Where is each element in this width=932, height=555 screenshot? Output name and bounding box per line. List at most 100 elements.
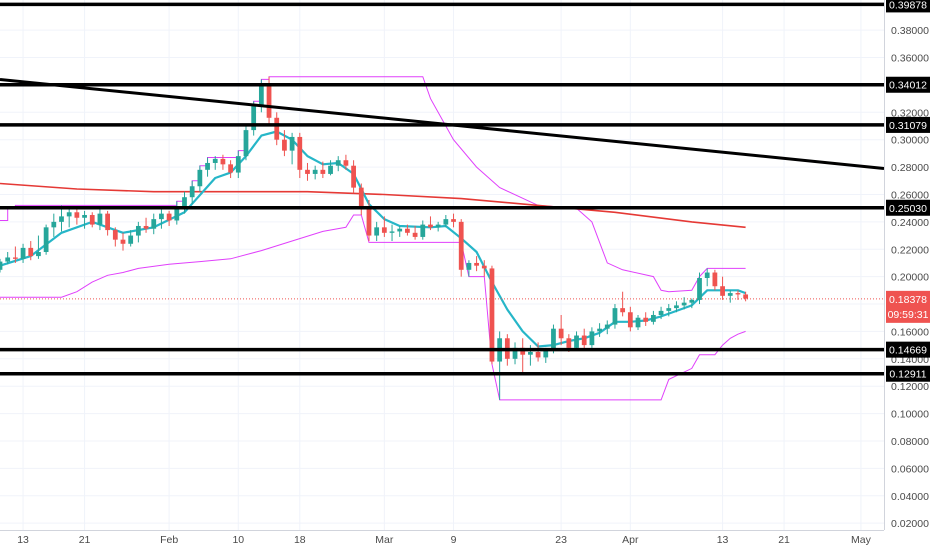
candle[interactable]	[358, 183, 364, 216]
candle[interactable]	[74, 208, 80, 225]
candle[interactable]	[105, 210, 111, 236]
candle[interactable]	[82, 210, 87, 229]
candle[interactable]	[97, 209, 103, 231]
candle[interactable]	[120, 232, 126, 251]
candle[interactable]	[312, 165, 318, 180]
candle[interactable]	[481, 260, 487, 277]
candle[interactable]	[374, 221, 380, 242]
candle[interactable]	[20, 243, 26, 263]
candle[interactable]	[405, 224, 410, 236]
axis-labels: 0.39878 0.34012 0.31079 0.25030 0.14669 0.129…	[886, 0, 930, 382]
candle[interactable]	[128, 230, 134, 247]
candle[interactable]	[251, 101, 257, 136]
candle[interactable]	[36, 235, 41, 259]
candle[interactable]	[489, 265, 495, 365]
candle[interactable]	[743, 291, 749, 302]
price-axis[interactable]: 0.380000.360000.340000.320000.300000.280…	[884, 0, 930, 530]
candle[interactable]	[712, 269, 718, 291]
candle[interactable]	[674, 301, 679, 313]
candle[interactable]	[689, 298, 695, 309]
candle[interactable]	[182, 191, 187, 214]
candle[interactable]	[451, 213, 456, 228]
candle[interactable]	[651, 310, 656, 325]
candle[interactable]	[89, 212, 95, 228]
candle[interactable]	[112, 227, 118, 247]
candle[interactable]	[597, 323, 602, 337]
candle[interactable]	[681, 297, 687, 310]
candle[interactable]	[174, 201, 180, 225]
candle-body	[36, 251, 41, 257]
candle[interactable]	[412, 225, 418, 240]
candle[interactable]	[643, 312, 649, 326]
candle[interactable]	[43, 224, 49, 255]
horizontal-levels[interactable]	[0, 2, 885, 376]
candle[interactable]	[320, 161, 326, 179]
candle[interactable]	[704, 268, 710, 287]
candle[interactable]	[66, 208, 72, 228]
candle[interactable]	[697, 272, 702, 305]
candle[interactable]	[574, 331, 579, 351]
candle[interactable]	[635, 314, 641, 331]
candle[interactable]	[558, 314, 564, 346]
candle[interactable]	[205, 157, 210, 177]
candle[interactable]	[5, 251, 11, 265]
candle[interactable]	[397, 225, 403, 237]
candle[interactable]	[589, 327, 595, 348]
candle[interactable]	[197, 165, 203, 192]
candle-body	[735, 293, 741, 295]
candle[interactable]	[612, 304, 618, 329]
candle[interactable]	[420, 220, 426, 240]
candle[interactable]	[189, 180, 195, 205]
candle[interactable]	[274, 112, 280, 146]
candle[interactable]	[535, 342, 541, 362]
candle[interactable]	[428, 216, 433, 231]
candle[interactable]	[474, 256, 479, 272]
candle[interactable]	[166, 210, 172, 226]
candle[interactable]	[135, 221, 141, 243]
last-price-label-box	[886, 290, 930, 323]
candle[interactable]	[282, 130, 287, 157]
candle[interactable]	[297, 132, 303, 179]
candle[interactable]	[59, 205, 64, 232]
candle[interactable]	[389, 224, 395, 242]
candle[interactable]	[328, 160, 333, 176]
candle[interactable]	[735, 290, 741, 300]
candle[interactable]	[335, 156, 341, 172]
candle[interactable]	[343, 154, 349, 170]
candle[interactable]	[12, 246, 18, 263]
candle[interactable]	[620, 291, 626, 317]
candle[interactable]	[0, 258, 3, 273]
candle[interactable]	[443, 215, 449, 228]
candle[interactable]	[627, 306, 633, 332]
candle[interactable]	[289, 132, 295, 165]
candle[interactable]	[305, 162, 310, 181]
candle[interactable]	[212, 156, 218, 170]
candle[interactable]	[151, 213, 157, 235]
candle[interactable]	[720, 276, 725, 300]
candle[interactable]	[381, 216, 387, 237]
candle[interactable]	[143, 217, 149, 233]
candle-body	[212, 158, 218, 163]
candle[interactable]	[435, 221, 441, 232]
candle[interactable]	[727, 290, 733, 303]
candle[interactable]	[243, 124, 249, 161]
candle[interactable]	[458, 219, 464, 277]
candle[interactable]	[512, 342, 518, 365]
time-tick-label: 23	[555, 534, 567, 546]
candle[interactable]	[51, 213, 57, 237]
candle[interactable]	[159, 209, 164, 229]
candle[interactable]	[220, 154, 226, 170]
candle[interactable]	[466, 260, 472, 277]
candle[interactable]	[658, 306, 664, 320]
candle-body	[105, 213, 111, 231]
candle[interactable]	[604, 320, 610, 335]
candle[interactable]	[351, 160, 356, 194]
candle[interactable]	[228, 160, 233, 179]
candle[interactable]	[235, 150, 241, 179]
time-axis[interactable]: 13 21 Feb 10 18 Mar 9 23 Apr 13 21 May	[0, 530, 884, 547]
candle[interactable]	[666, 304, 672, 317]
candle[interactable]	[581, 328, 587, 350]
candle[interactable]	[28, 241, 34, 261]
